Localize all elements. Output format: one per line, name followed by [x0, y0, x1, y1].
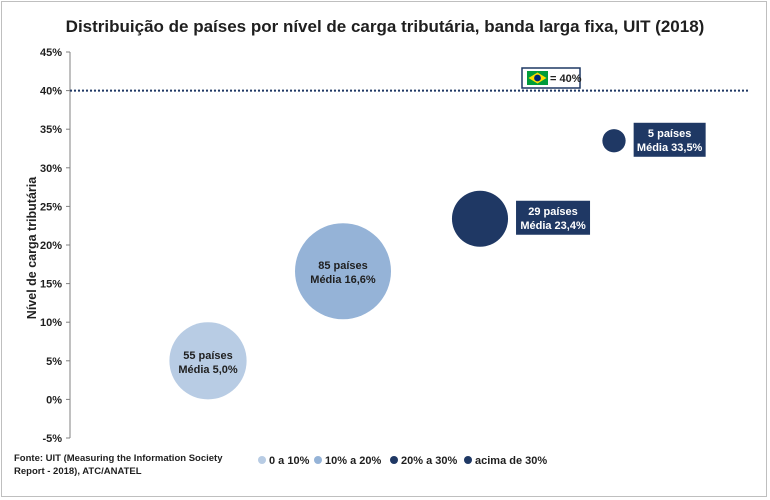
- bubble-count-label: 55 países: [183, 350, 233, 362]
- y-ticks: -5% 0% 5% 10% 15% 20% 25% 30% 35% 40% 45%: [40, 47, 70, 445]
- bubble-3: [451, 190, 509, 247]
- reference-label: = 40%: [550, 73, 582, 85]
- legend-marker: [314, 456, 322, 464]
- y-tick-label: 30%: [40, 163, 62, 175]
- source-line-1: Fonte: UIT (Measuring the Information So…: [14, 453, 223, 464]
- chart-title: Distribuição de países por nível de carg…: [66, 17, 705, 36]
- bubble-1: [169, 322, 247, 400]
- y-tick-label: 40%: [40, 86, 62, 98]
- bubble-mean-label: Média 5,0%: [178, 364, 238, 376]
- reference-label-box: = 40%: [521, 67, 582, 89]
- y-tick-label: 10%: [40, 317, 62, 329]
- legend-marker: [464, 456, 472, 464]
- bubbles: 55 países Média 5,0% 85 países Média 16,6% 2…: [169, 122, 706, 400]
- bubble-label-box: [516, 200, 591, 235]
- bubble-4: [602, 129, 626, 153]
- y-tick-label: 15%: [40, 279, 62, 291]
- legend-marker: [258, 456, 266, 464]
- y-tick-label: 5%: [46, 356, 62, 368]
- bubble-count-label: 5 países: [648, 128, 691, 140]
- legend-label: 10% a 20%: [325, 455, 381, 467]
- y-tick-label: 0%: [46, 394, 62, 406]
- legend: 0 a 10% 10% a 20% 20% a 30% acima de 30%: [258, 455, 547, 467]
- legend-label: acima de 30%: [475, 455, 547, 467]
- y-tick-label: 20%: [40, 240, 62, 252]
- y-tick-label: 45%: [40, 47, 62, 59]
- y-tick-label: 25%: [40, 201, 62, 213]
- y-tick-label: -5%: [42, 433, 62, 445]
- bubble-mean-label: Média 23,4%: [520, 220, 586, 232]
- y-axis-label: Nível de carga tributária: [25, 176, 39, 319]
- bubble-label-box: [633, 122, 706, 157]
- bubble-count-label: 29 países: [528, 206, 578, 218]
- legend-label: 0 a 10%: [269, 455, 310, 467]
- brazil-flag-icon: [527, 71, 548, 85]
- legend-marker: [390, 456, 398, 464]
- bubble-2: [295, 223, 391, 320]
- bubble-mean-label: Média 33,5%: [637, 142, 703, 154]
- bubble-count-label: 85 países: [318, 260, 368, 272]
- legend-label: 20% a 30%: [401, 455, 457, 467]
- y-tick-label: 35%: [40, 124, 62, 136]
- bubble-mean-label: Média 16,6%: [310, 274, 376, 286]
- source-line-2: Report - 2018), ATC/ANATEL: [14, 466, 142, 477]
